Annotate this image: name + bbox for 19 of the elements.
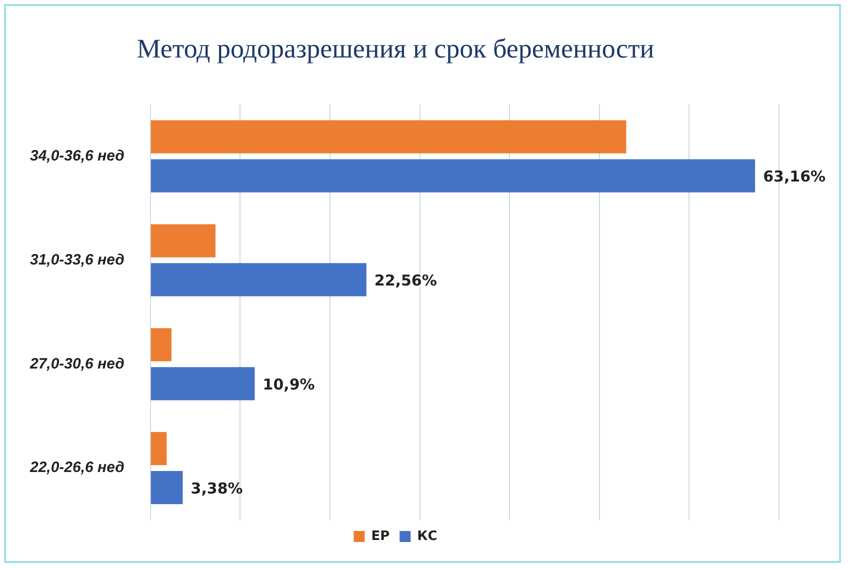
data-label: 3,38%: [190, 479, 243, 498]
y-tick-label: 31,0-33,6 нед: [30, 251, 124, 268]
data-label: 63,16%: [763, 168, 826, 186]
bar: [150, 328, 172, 362]
y-tick-label: 34,0-36,6 нед: [30, 147, 124, 164]
legend-label: ЕР: [371, 528, 390, 544]
chart-title: Метод родоразрешения и срок беременности: [136, 33, 654, 64]
bar: [150, 263, 366, 296]
data-label: 22,56%: [374, 272, 437, 290]
bar: [150, 159, 756, 192]
y-tick-label: 27,0-30,6 нед: [28, 355, 124, 372]
bar: [150, 120, 626, 154]
bar: [150, 367, 255, 400]
bar: [150, 224, 216, 258]
data-label: 10,9%: [262, 376, 315, 394]
bar: [150, 432, 167, 466]
bar: [150, 470, 183, 504]
y-tick-label: 22,0-26,6 нед: [28, 459, 124, 476]
legend-label: КС: [417, 528, 438, 544]
